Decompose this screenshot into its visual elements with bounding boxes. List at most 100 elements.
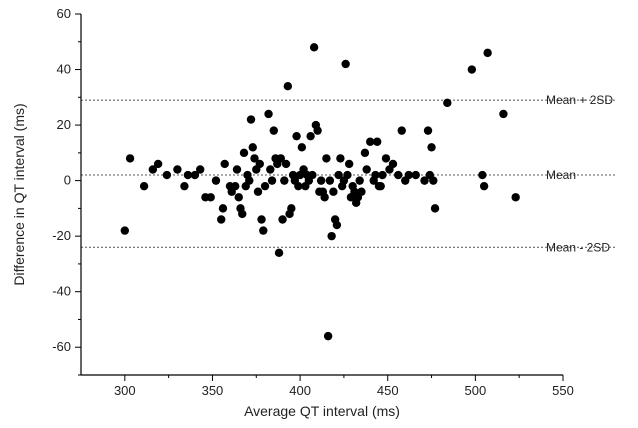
data-point	[206, 193, 215, 202]
reference-line-label: Mean + 2SD	[546, 93, 613, 107]
reference-line-label: Mean - 2SD	[546, 240, 610, 254]
x-tick-label: 400	[289, 383, 311, 398]
data-point	[373, 137, 382, 146]
data-point	[306, 131, 315, 141]
data-point	[394, 170, 403, 180]
data-point	[276, 154, 286, 163]
x-tick-label: 450	[377, 383, 399, 398]
data-point	[344, 159, 354, 169]
data-point	[357, 187, 366, 196]
data-point	[378, 170, 387, 180]
y-tick-label: -60	[52, 339, 71, 354]
data-point	[190, 170, 200, 180]
data-point	[264, 109, 273, 119]
data-point	[366, 137, 375, 146]
data-point	[266, 165, 275, 174]
x-axis-title: Average QT interval (ms)	[244, 403, 400, 419]
data-point	[125, 154, 135, 163]
data-point	[316, 176, 326, 185]
y-axis-ticks: -60 -40 -20 0 20 40 60	[52, 6, 81, 376]
data-point	[257, 215, 266, 224]
x-tick-label: 300	[114, 383, 136, 398]
x-axis-ticks: 300 350 400 450 500 550	[114, 375, 574, 398]
data-point	[173, 165, 182, 174]
data-point	[238, 209, 247, 219]
data-point	[259, 226, 268, 235]
y-tick-label: -20	[52, 228, 71, 243]
y-tick-label: 20	[57, 117, 71, 132]
data-point	[274, 248, 284, 258]
data-points	[120, 43, 520, 341]
data-point	[323, 331, 333, 341]
data-point	[220, 159, 229, 169]
data-point	[388, 159, 398, 169]
data-point	[246, 115, 256, 124]
data-point	[478, 170, 487, 180]
y-tick-label: 60	[57, 6, 71, 21]
data-point	[278, 215, 287, 224]
data-point	[253, 187, 263, 196]
y-tick-label: -40	[52, 284, 71, 299]
data-point	[260, 181, 270, 191]
data-point	[362, 165, 371, 174]
data-point	[355, 176, 364, 185]
data-point	[371, 170, 380, 180]
data-point	[294, 181, 303, 191]
data-point	[429, 176, 438, 185]
x-tick-label: 500	[465, 383, 487, 398]
data-point	[139, 181, 149, 191]
reference-line-labels: Mean + 2SD Mean Mean - 2SD	[546, 93, 613, 254]
data-point	[195, 165, 205, 174]
data-point	[297, 143, 307, 152]
data-point	[322, 154, 331, 163]
data-point	[511, 193, 520, 202]
data-point	[420, 176, 429, 185]
data-point	[267, 176, 277, 185]
x-tick-label: 350	[202, 383, 224, 398]
data-point	[343, 170, 352, 180]
data-point	[281, 159, 291, 169]
data-point	[336, 154, 345, 163]
x-tick-label: 550	[552, 383, 574, 398]
data-point	[334, 170, 343, 180]
data-point	[467, 65, 477, 74]
data-point	[308, 170, 317, 180]
data-point	[180, 181, 189, 191]
data-point	[483, 48, 492, 58]
data-point	[430, 204, 440, 213]
y-tick-label: 0	[64, 173, 71, 188]
data-point	[148, 165, 158, 174]
data-point	[217, 215, 226, 224]
data-point	[248, 143, 257, 152]
data-point	[255, 159, 264, 169]
data-point	[287, 204, 296, 213]
data-point	[332, 220, 342, 230]
data-point	[269, 126, 278, 135]
data-point	[250, 154, 259, 163]
data-point	[320, 193, 329, 202]
data-point	[329, 187, 338, 196]
data-point	[313, 126, 322, 135]
data-point	[404, 170, 413, 180]
data-point	[411, 170, 420, 180]
data-point	[283, 82, 293, 91]
data-point	[427, 143, 436, 152]
data-point	[239, 148, 249, 158]
data-point	[120, 226, 130, 235]
data-point	[376, 181, 385, 191]
data-point	[234, 193, 243, 202]
data-point	[280, 176, 289, 185]
data-point	[153, 159, 163, 169]
data-point	[218, 204, 228, 213]
data-point	[341, 59, 350, 69]
data-point	[381, 154, 391, 163]
data-point	[327, 231, 336, 241]
data-point	[309, 43, 319, 52]
data-point	[245, 176, 254, 185]
data-point	[360, 148, 370, 158]
data-point	[325, 176, 335, 185]
y-axis-title: Difference in QT interval (ms)	[11, 103, 27, 285]
data-point	[479, 181, 489, 191]
data-point	[162, 170, 172, 180]
